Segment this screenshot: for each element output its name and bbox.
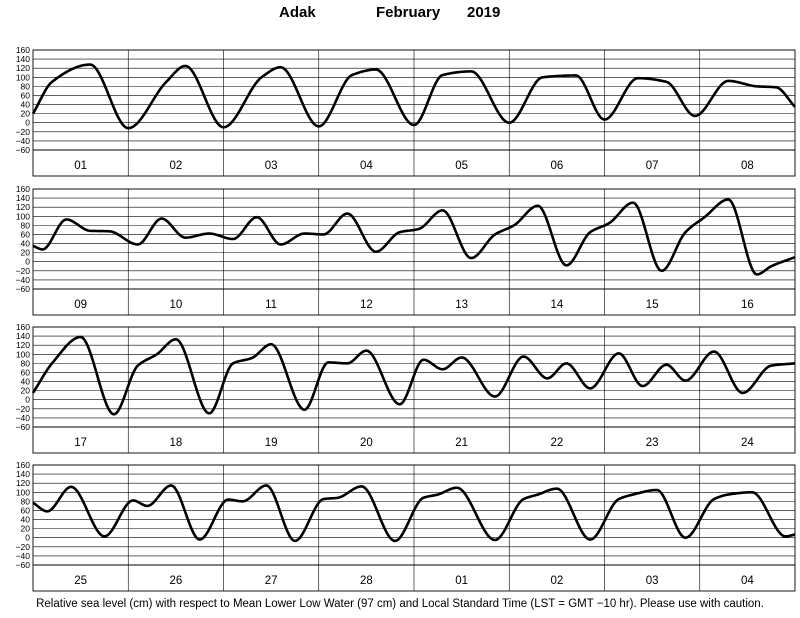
- day-label: 15: [646, 299, 659, 311]
- day-label: 19: [265, 437, 278, 449]
- y-tick-label: 160: [16, 184, 30, 194]
- day-label: 02: [169, 160, 182, 172]
- y-tick-label: 80: [21, 496, 31, 506]
- y-tick-label: −60: [16, 284, 31, 294]
- day-label: 24: [741, 437, 754, 449]
- day-label: 04: [741, 575, 754, 587]
- y-tick-label: 140: [16, 469, 30, 479]
- y-tick-label: 120: [16, 340, 30, 350]
- y-tick-label: 160: [16, 322, 30, 332]
- y-tick-label: 100: [16, 349, 30, 359]
- day-label: 03: [646, 575, 659, 587]
- day-label: 13: [455, 299, 468, 311]
- y-tick-label: 160: [16, 460, 30, 470]
- day-label: 16: [741, 299, 754, 311]
- y-tick-label: −40: [16, 551, 31, 561]
- y-tick-label: 100: [16, 72, 30, 82]
- y-tick-label: −60: [16, 145, 31, 155]
- y-tick-label: 60: [21, 367, 31, 377]
- day-label: 04: [360, 160, 373, 172]
- y-tick-label: 160: [16, 45, 30, 55]
- y-tick-label: −20: [16, 404, 31, 414]
- y-tick-label: 40: [21, 377, 31, 387]
- day-label: 01: [455, 575, 468, 587]
- y-tick-label: 40: [21, 100, 31, 110]
- tide-curve: [32, 198, 796, 276]
- y-tick-label: −60: [16, 422, 31, 432]
- y-tick-label: 140: [16, 331, 30, 341]
- y-tick-label: 140: [16, 54, 30, 64]
- tide-curve: [31, 63, 796, 130]
- day-label: 25: [74, 575, 87, 587]
- panel-frame: [32, 188, 796, 316]
- day-label: 27: [265, 575, 278, 587]
- day-label: 20: [360, 437, 373, 449]
- chart-title: Adak February 2019: [0, 4, 800, 26]
- y-tick-label: −40: [16, 413, 31, 423]
- y-tick-label: 100: [16, 487, 30, 497]
- y-tick-label: 0: [25, 533, 30, 543]
- day-label: 05: [455, 160, 468, 172]
- tide-curve: [31, 335, 796, 416]
- y-tick-label: 0: [25, 257, 30, 267]
- y-tick-label: −20: [16, 266, 31, 276]
- day-label: 22: [550, 437, 563, 449]
- y-tick-label: 140: [16, 193, 30, 203]
- panel-frame: [32, 464, 796, 592]
- day-label: 18: [169, 437, 182, 449]
- y-tick-label: 80: [21, 358, 31, 368]
- y-tick-label: 80: [21, 81, 31, 91]
- day-label: 28: [360, 575, 373, 587]
- y-tick-label: 120: [16, 63, 30, 73]
- tide-curve: [32, 484, 796, 543]
- day-label: 14: [550, 299, 563, 311]
- day-label: 08: [741, 160, 754, 172]
- day-label: 09: [74, 299, 87, 311]
- y-tick-label: 40: [21, 515, 31, 525]
- y-tick-label: 20: [21, 109, 31, 119]
- day-label: 07: [646, 160, 659, 172]
- day-label: 01: [74, 160, 87, 172]
- day-label: 11: [265, 299, 277, 311]
- y-tick-label: 0: [25, 118, 30, 128]
- day-label: 02: [550, 575, 563, 587]
- y-tick-label: 60: [21, 505, 31, 515]
- title-year: 2019: [467, 4, 501, 21]
- y-tick-label: 40: [21, 239, 31, 249]
- y-tick-label: 20: [21, 524, 31, 534]
- day-label: 06: [550, 160, 563, 172]
- title-month: February: [376, 4, 441, 21]
- day-label: 10: [169, 299, 182, 311]
- y-tick-label: 100: [16, 211, 30, 221]
- y-tick-label: −60: [16, 560, 31, 570]
- panel-frame: [32, 326, 796, 454]
- y-tick-label: −40: [16, 275, 31, 285]
- day-label: 12: [360, 299, 373, 311]
- y-tick-label: 0: [25, 395, 30, 405]
- day-label: 17: [74, 437, 87, 449]
- station-name: Adak: [279, 4, 316, 21]
- day-label: 03: [265, 160, 278, 172]
- y-tick-label: 60: [21, 229, 31, 239]
- y-tick-label: 20: [21, 386, 31, 396]
- y-tick-label: 20: [21, 248, 31, 258]
- footnote: Relative sea level (cm) with respect to …: [36, 598, 764, 610]
- day-label: 21: [455, 437, 468, 449]
- y-tick-label: −40: [16, 136, 31, 146]
- y-tick-label: −20: [16, 542, 31, 552]
- y-tick-label: 80: [21, 220, 31, 230]
- y-tick-label: 60: [21, 90, 31, 100]
- day-label: 23: [646, 437, 659, 449]
- y-tick-label: −20: [16, 127, 31, 137]
- y-tick-label: 120: [16, 202, 30, 212]
- y-tick-label: 120: [16, 478, 30, 488]
- day-label: 26: [169, 575, 182, 587]
